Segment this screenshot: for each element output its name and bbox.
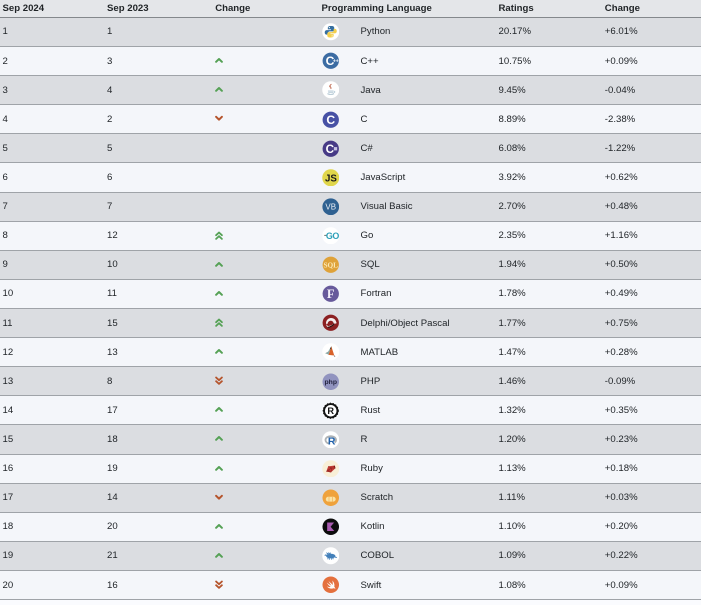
svg-text:C: C	[326, 113, 335, 127]
svg-text:F: F	[326, 287, 334, 301]
svg-text:R: R	[327, 435, 335, 447]
svg-text:R: R	[327, 406, 334, 416]
svg-text:SQL: SQL	[323, 261, 338, 269]
svg-text:GO: GO	[325, 231, 339, 241]
svg-text:C: C	[325, 54, 334, 68]
svg-text:JS: JS	[324, 173, 336, 184]
svg-text:C: C	[325, 142, 334, 155]
svg-text:VB: VB	[325, 203, 336, 212]
svg-text:php: php	[324, 379, 336, 386]
svg-text:++: ++	[332, 59, 338, 65]
